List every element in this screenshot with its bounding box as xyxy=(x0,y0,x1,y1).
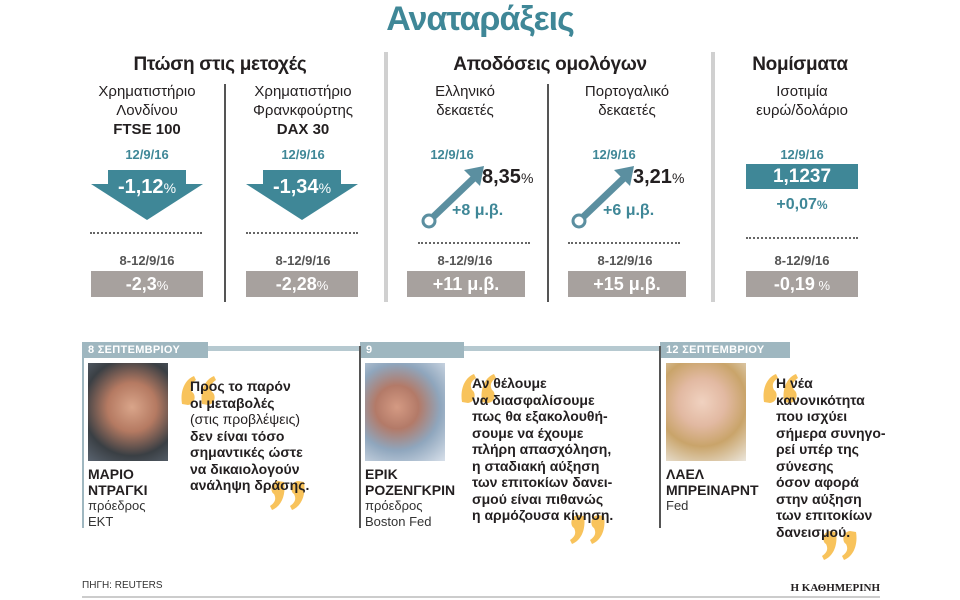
period-label: 8-12/9/16 xyxy=(597,253,653,268)
ftse-week-change: -2,3% xyxy=(91,271,203,297)
source-label: ΠΗΓΗ: REUTERS xyxy=(82,580,163,591)
down-arrow-icon xyxy=(246,170,358,220)
down-arrow-ftse: -1,12% xyxy=(91,170,203,220)
divider xyxy=(224,84,226,302)
open-quote-icon xyxy=(181,376,216,405)
timeline-date: 9 ΣΕΠΤΕΜΒΡΙΟΥ xyxy=(360,342,464,372)
eurusd-change: +0,07% xyxy=(776,196,828,213)
divider xyxy=(547,84,549,302)
portuguese-bond-label: Πορτογαλικό δεκαετές xyxy=(584,83,670,119)
photo-rosengren xyxy=(365,363,445,461)
close-quote-icon xyxy=(570,515,605,544)
eurusd-label: Ισοτιμία ευρώ/δολάριο xyxy=(756,83,848,119)
speaker-brainard: ΛΑΕΛ ΜΠΡΕΙΝΑΡΝΤ Fed xyxy=(666,466,759,513)
greek-yield-change: +8 μ.β. xyxy=(452,202,504,219)
date-label: 12/9/16 xyxy=(430,147,474,162)
period-label: 8-12/9/16 xyxy=(437,253,493,268)
portuguese-week-change: +15 μ.β. xyxy=(568,271,686,297)
divider xyxy=(711,52,715,302)
date-label: 12/9/16 xyxy=(592,147,636,162)
section-stocks: Πτώση στις μετοχές xyxy=(133,54,307,75)
photo-brainard xyxy=(666,363,746,461)
portuguese-yield-change: +6 μ.β. xyxy=(603,202,655,219)
greek-yield-value: 8,35% xyxy=(482,166,534,188)
greek-bond-label: Ελληνικό δεκαετές xyxy=(435,83,495,119)
open-quote-icon xyxy=(763,374,798,403)
dotted-separator xyxy=(568,242,680,244)
dotted-separator xyxy=(418,242,530,244)
footer-rule xyxy=(82,596,880,598)
close-quote-icon xyxy=(270,481,305,510)
date-label: 12/9/16 xyxy=(281,147,325,162)
page-title: Αναταράξεις xyxy=(386,0,575,38)
speaker-draghi: ΜΑΡΙΟ ΝΤΡΑΓΚΙ πρόεδρος ΕΚΤ xyxy=(88,466,148,529)
speaker-rosengren: ΕΡΙΚ ΡΟΖΕΝΓΚΡΙΝ πρόεδρος Boston Fed xyxy=(365,466,456,529)
dotted-separator xyxy=(246,232,358,234)
dotted-separator xyxy=(746,237,858,239)
close-quote-icon xyxy=(822,531,857,560)
up-arrow-icon xyxy=(421,166,484,229)
down-arrow-icon xyxy=(91,170,203,220)
logo: Η ΚΑΘΗΜΕΡΙΝΗ xyxy=(790,582,881,594)
eurusd-week-change: -0,19 % xyxy=(746,271,858,297)
open-quote-icon xyxy=(461,374,496,403)
portuguese-yield-value: 3,21% xyxy=(633,166,685,188)
divider xyxy=(659,346,661,528)
date-label: 12/9/16 xyxy=(780,147,824,162)
photo-draghi xyxy=(88,363,168,461)
greek-week-change: +11 μ.β. xyxy=(407,271,525,297)
divider xyxy=(359,346,361,528)
divider xyxy=(384,52,388,302)
ftse-label: Χρηματιστήριο Λονδίνου FTSE 100 xyxy=(98,83,196,138)
quote-brainard: Η νέα κανονικότητα που ισχύει σήμερα συνηγο… xyxy=(776,375,886,540)
period-label: 8-12/9/16 xyxy=(774,253,830,268)
quote-draghi: Προς το παρόν οι μεταβολές (στις προβλέψει… xyxy=(190,378,310,493)
section-currencies: Νομίσματα xyxy=(752,54,848,75)
dotted-separator xyxy=(90,232,202,234)
period-label: 8-12/9/16 xyxy=(119,253,175,268)
timeline-date: 12 ΣΕΠΤΕΜΒΡΙΟΥ xyxy=(660,342,790,358)
timeline-date: 8 ΣΕΠΤΕΜΒΡΙΟΥ xyxy=(82,342,208,358)
period-label: 8-12/9/16 xyxy=(275,253,331,268)
dax-label: Χρηματιστήριο Φρανκφούρτης DAX 30 xyxy=(252,83,354,138)
eurusd-value: 1,1237 xyxy=(746,164,858,189)
quote-rosengren: Αν θέλουμε να διασφαλίσουμε πως θα εξακολο… xyxy=(472,375,614,523)
divider xyxy=(82,346,84,528)
up-arrow-icon xyxy=(571,166,634,229)
dax-week-change: -2,28% xyxy=(246,271,358,297)
down-arrow-dax: -1,34% xyxy=(246,170,358,220)
date-label: 12/9/16 xyxy=(125,147,169,162)
section-bonds: Αποδόσεις ομολόγων xyxy=(453,54,647,75)
